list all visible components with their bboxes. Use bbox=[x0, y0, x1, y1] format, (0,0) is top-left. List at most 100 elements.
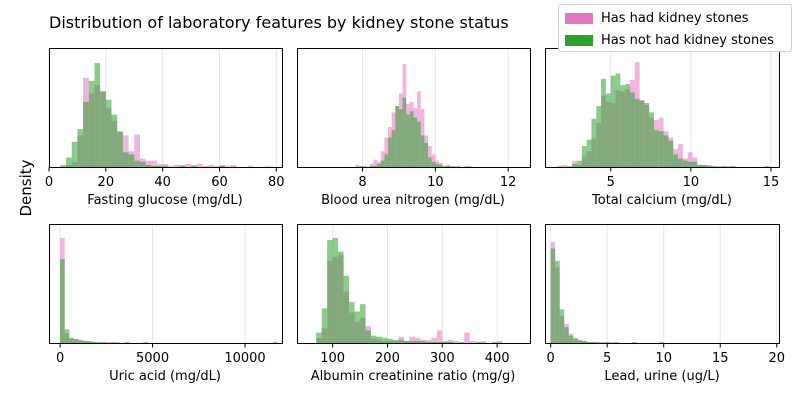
panel-6-xlabel: Lead, urine (ug/L) bbox=[604, 369, 720, 384]
bar-stones bbox=[678, 143, 683, 167]
panel-6: 0 5 10 15 20 bbox=[545, 224, 785, 366]
bar-stones bbox=[436, 330, 443, 343]
bar-stones bbox=[469, 340, 476, 343]
bar-stones bbox=[247, 165, 254, 167]
bar-no-stones bbox=[403, 340, 410, 343]
bar-stones bbox=[174, 164, 180, 167]
x-tick-label: 8 bbox=[358, 175, 366, 190]
bar-stones bbox=[156, 163, 163, 167]
bar-no-stones bbox=[413, 117, 418, 167]
bar-no-stones bbox=[613, 341, 619, 343]
bar-no-stones bbox=[94, 63, 101, 167]
bar-no-stones bbox=[431, 341, 437, 343]
bar-no-stones bbox=[381, 337, 388, 343]
bar-no-stones bbox=[550, 248, 556, 343]
legend-item-no-stones: Has not had kidney stones bbox=[565, 30, 774, 50]
bar-no-stones bbox=[706, 165, 712, 167]
x-tick-label: 400 bbox=[485, 351, 510, 366]
bar-no-stones bbox=[446, 165, 450, 167]
y-axis-label: Density bbox=[17, 159, 35, 217]
bar-no-stones bbox=[435, 163, 439, 167]
panel-5-xlabel: Albumin creatinine ratio (mg/g) bbox=[310, 369, 516, 384]
x-tick-label: 0 bbox=[56, 351, 64, 366]
bar-no-stones bbox=[615, 73, 621, 167]
bar-no-stones bbox=[272, 341, 278, 343]
bar-no-stones bbox=[697, 164, 703, 167]
bar-no-stones bbox=[87, 340, 93, 343]
bar-no-stones bbox=[658, 131, 664, 167]
bar-stones bbox=[369, 163, 374, 167]
bar-stones bbox=[409, 336, 415, 343]
bar-stones bbox=[384, 137, 389, 167]
x-tick-label: 15 bbox=[712, 351, 729, 366]
legend-swatch-stones bbox=[565, 12, 593, 24]
bar-stones bbox=[687, 152, 693, 167]
bar-no-stones bbox=[682, 160, 688, 167]
bar-no-stones bbox=[436, 341, 443, 343]
bar-no-stones bbox=[639, 100, 645, 167]
bar-no-stones bbox=[644, 102, 650, 167]
bar-no-stones bbox=[442, 341, 448, 343]
bar-stones bbox=[425, 339, 432, 343]
bar-no-stones bbox=[447, 341, 454, 343]
bar-no-stones bbox=[316, 332, 322, 343]
bar-stones bbox=[562, 164, 568, 167]
bar-stones bbox=[168, 165, 175, 167]
bar-no-stones bbox=[111, 114, 118, 167]
bar-no-stones bbox=[66, 157, 72, 167]
bar-no-stones bbox=[568, 335, 574, 343]
bar-no-stones bbox=[572, 163, 578, 167]
bar-no-stones bbox=[409, 340, 415, 343]
bar-no-stones bbox=[428, 157, 432, 167]
bar-no-stones bbox=[402, 97, 407, 167]
x-tick-label: 100 bbox=[320, 351, 345, 366]
bar-no-stones bbox=[458, 341, 465, 343]
bar-no-stones bbox=[69, 337, 74, 343]
bar-no-stones bbox=[687, 161, 693, 167]
bar-no-stones bbox=[377, 163, 381, 167]
bar-stones bbox=[453, 165, 458, 167]
bar-no-stones bbox=[620, 85, 626, 167]
bar-no-stones bbox=[327, 240, 333, 343]
bar-no-stones bbox=[97, 341, 102, 343]
bar-stones bbox=[428, 146, 432, 167]
bar-stones bbox=[447, 339, 454, 343]
bar-no-stones bbox=[371, 335, 377, 343]
bar-no-stones bbox=[595, 341, 601, 343]
bar-no-stones bbox=[764, 165, 770, 167]
x-tick-label: 10 bbox=[427, 175, 444, 190]
x-tick-label: 12 bbox=[500, 175, 517, 190]
bar-no-stones bbox=[122, 152, 129, 167]
bar-no-stones bbox=[673, 154, 679, 167]
bar-stones bbox=[264, 165, 271, 167]
bar-no-stones bbox=[559, 309, 565, 343]
bar-stones bbox=[122, 135, 129, 167]
bar-stones bbox=[716, 165, 722, 167]
bar-no-stones bbox=[365, 330, 372, 343]
bar-no-stones bbox=[128, 154, 135, 167]
bar-stones bbox=[162, 163, 169, 167]
x-tick-label: 10 bbox=[655, 351, 672, 366]
bar-stones bbox=[464, 332, 470, 343]
bar-stones bbox=[225, 165, 231, 167]
legend: Has had kidney stones Has not had kidney… bbox=[558, 4, 792, 52]
bar-no-stones bbox=[730, 165, 736, 167]
axes-frame bbox=[49, 224, 283, 344]
bar-no-stones bbox=[692, 161, 698, 167]
bar-stones bbox=[497, 340, 503, 343]
bar-no-stones bbox=[143, 341, 148, 343]
bar-no-stones bbox=[105, 99, 112, 167]
bar-no-stones bbox=[431, 161, 436, 167]
x-tick-label: 0 bbox=[547, 351, 555, 366]
x-tick-label: 20 bbox=[98, 175, 115, 190]
bar-no-stones bbox=[151, 165, 157, 167]
panel-5: 100 200 300 400 bbox=[297, 224, 531, 366]
x-tick-label: 5000 bbox=[136, 351, 169, 366]
bar-no-stones bbox=[349, 302, 355, 343]
bar-no-stones bbox=[388, 137, 392, 167]
bar-no-stones bbox=[110, 341, 116, 343]
bar-no-stones bbox=[83, 101, 89, 167]
bar-stones bbox=[230, 164, 237, 167]
bar-no-stones bbox=[117, 131, 123, 167]
